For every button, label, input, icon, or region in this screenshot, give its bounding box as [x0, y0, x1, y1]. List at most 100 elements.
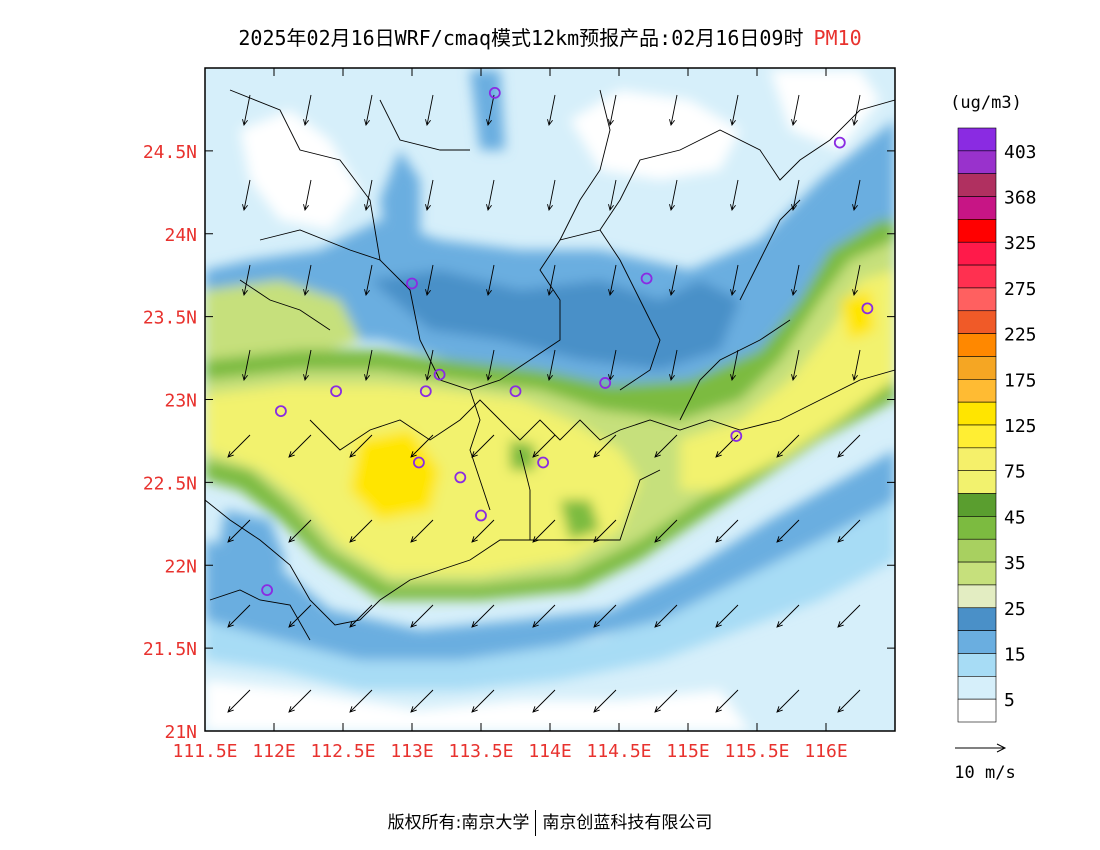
- wind-arrow: [776, 519, 800, 543]
- wind-arrow: [242, 94, 251, 127]
- station-marker: [537, 456, 549, 469]
- footer-company: 南京创蓝科技有限公司: [542, 813, 713, 833]
- legend-swatch: [957, 493, 997, 517]
- legend-label: 175: [1004, 370, 1037, 391]
- wind-arrow: [654, 689, 678, 713]
- wind-arrow: [654, 519, 678, 543]
- wind-arrow: [364, 179, 373, 212]
- legend-label: 35: [1004, 553, 1026, 574]
- wind-arrow: [471, 689, 495, 713]
- wind-arrow: [410, 689, 434, 713]
- vector-legend: 10 m/s: [954, 743, 1016, 783]
- wind-arrow: [227, 434, 251, 458]
- legend-swatch: [957, 356, 997, 380]
- pm10-field: [205, 68, 895, 731]
- lat-label: 22.5N: [143, 473, 197, 494]
- legend-swatch: [957, 310, 997, 334]
- wind-arrow: [227, 689, 251, 713]
- station-marker: [419, 385, 432, 398]
- wind-arrow: [227, 519, 251, 543]
- wind-arrow: [303, 94, 312, 127]
- lat-label: 23.5N: [143, 308, 197, 329]
- legend-label: 25: [1004, 599, 1026, 620]
- legend-swatch: [957, 698, 997, 723]
- wind-arrow: [303, 349, 312, 382]
- wind-arrow: [425, 349, 434, 382]
- footer-owner: 版权所有:南京大学: [387, 813, 530, 833]
- wind-arrow: [303, 179, 312, 212]
- wind-arrow: [654, 434, 678, 458]
- legend-unit: (ug/m3): [950, 93, 1022, 113]
- lat-label: 23N: [164, 391, 197, 412]
- wind-arrow: [349, 604, 373, 628]
- legend-label: 75: [1004, 462, 1026, 483]
- legend-swatch: [957, 379, 997, 403]
- wind-arrow: [471, 604, 495, 628]
- wind-arrow: [242, 179, 251, 212]
- wind-arrow: [791, 349, 800, 382]
- station-marker: [488, 86, 501, 99]
- legend-swatch: [957, 401, 997, 426]
- wind-vectors: [227, 94, 861, 713]
- lat-label: 24N: [164, 225, 197, 246]
- station-marker: [861, 302, 874, 315]
- wind-arrow: [715, 519, 739, 543]
- wind-arrow: [776, 434, 800, 458]
- wind-arrow: [547, 94, 556, 127]
- wind-arrow: [547, 264, 556, 297]
- lon-label: 115E: [666, 741, 709, 762]
- wind-arrow: [532, 604, 556, 628]
- legend-label: 225: [1004, 325, 1037, 346]
- wind-arrow: [242, 264, 251, 297]
- legend-swatch: [957, 241, 997, 266]
- wind-arrow: [349, 434, 373, 458]
- wind-arrow: [837, 519, 861, 543]
- lon-label: 112E: [252, 741, 295, 762]
- wind-arrow: [410, 434, 434, 458]
- wind-arrow: [669, 264, 678, 297]
- lon-label: 113E: [390, 741, 433, 762]
- wind-arrow: [486, 264, 495, 297]
- legend-swatch: [957, 264, 997, 289]
- wind-arrow: [669, 94, 678, 127]
- lon-label: 116E: [804, 741, 847, 762]
- vector-legend-label: 10 m/s: [954, 763, 1015, 783]
- wind-arrow: [547, 179, 556, 212]
- legend-swatch: [957, 653, 997, 677]
- wind-arrow: [593, 689, 617, 713]
- title-variable: PM10: [813, 26, 862, 50]
- wind-arrow: [669, 179, 678, 212]
- lon-label: 114.5E: [586, 741, 651, 762]
- wind-arrow: [486, 94, 495, 127]
- wind-arrow: [715, 689, 739, 713]
- station-marker: [406, 277, 418, 290]
- wind-arrow: [837, 689, 861, 713]
- lon-label: 111.5E: [172, 741, 237, 762]
- wind-arrow: [730, 179, 739, 212]
- legend-label: 368: [1004, 188, 1037, 209]
- copyright-footer: 版权所有:南京大学 南京创蓝科技有限公司: [0, 808, 1100, 836]
- lon-label: 114E: [528, 741, 571, 762]
- wind-arrow: [730, 94, 739, 127]
- legend-swatch: [957, 424, 997, 449]
- lat-label: 22N: [164, 556, 197, 577]
- station-marker: [475, 509, 487, 522]
- legend-swatch: [957, 470, 997, 494]
- wind-arrow: [425, 179, 434, 212]
- legend-swatch: [957, 219, 997, 243]
- legend-label: 125: [1004, 416, 1037, 437]
- wind-arrow: [547, 349, 556, 382]
- station-marker: [640, 272, 653, 285]
- legend-swatch: [957, 173, 997, 197]
- wind-arrow: [288, 604, 312, 628]
- legend-swatch: [957, 561, 997, 586]
- legend-swatch: [957, 630, 997, 654]
- wind-arrow: [288, 434, 312, 458]
- wind-arrow: [364, 94, 373, 127]
- legend-swatch: [957, 538, 997, 563]
- station-marker: [730, 430, 743, 442]
- wind-arrow: [471, 519, 495, 543]
- station-marker: [599, 377, 612, 389]
- wind-arrow: [776, 689, 800, 713]
